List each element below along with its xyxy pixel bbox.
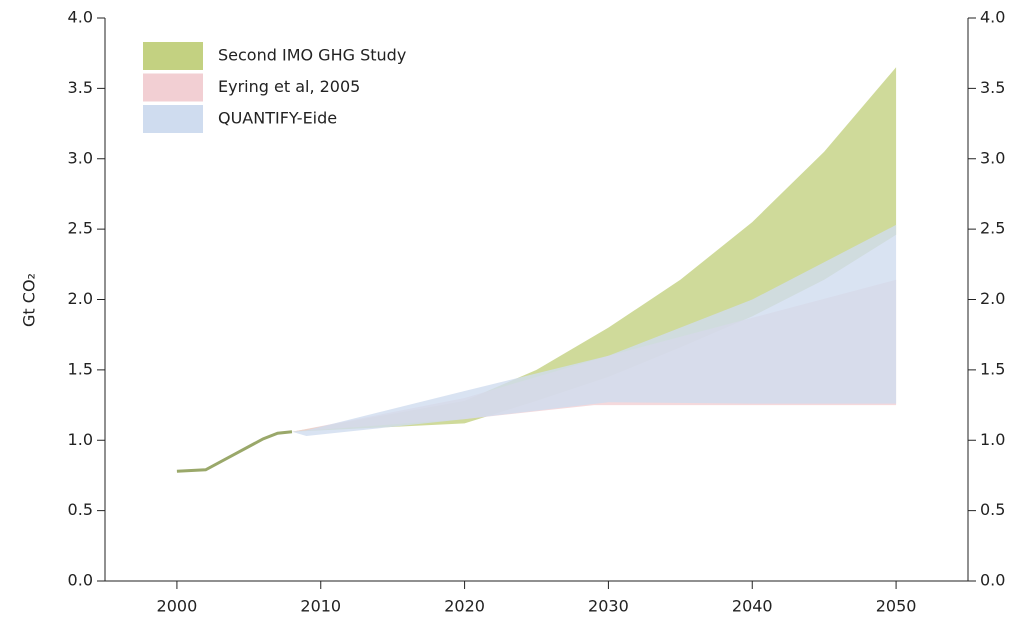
y-tick-label: 4.0 (68, 8, 93, 27)
y2-tick-label: 0.5 (980, 500, 1005, 519)
legend-swatch (143, 105, 203, 133)
y-tick-label: 1.5 (68, 359, 93, 378)
y-tick-label: 1.0 (68, 430, 93, 449)
y-tick-label: 3.5 (68, 78, 93, 97)
y2-tick-label: 1.0 (980, 430, 1005, 449)
x-tick-label: 2050 (876, 597, 917, 616)
legend-label: QUANTIFY-Eide (218, 109, 337, 128)
y2-tick-label: 3.5 (980, 78, 1005, 97)
history-line (176, 430, 293, 473)
x-tick-label: 2020 (444, 597, 485, 616)
range-band (291, 224, 897, 437)
y2-tick-label: 2.0 (980, 289, 1005, 308)
legend-swatch (143, 73, 203, 102)
legend-swatch (143, 42, 203, 70)
x-tick-label: 2010 (300, 597, 341, 616)
y2-tick-label: 4.0 (980, 8, 1005, 27)
x-tick-label: 2040 (732, 597, 773, 616)
range-band (291, 67, 897, 432)
y2-tick-label: 0.0 (980, 571, 1005, 590)
y-axis-label: Gt CO₂ (20, 273, 39, 327)
legend-label: Eyring et al, 2005 (218, 77, 360, 96)
y2-tick-label: 1.5 (980, 359, 1005, 378)
x-tick-label: 2000 (157, 597, 198, 616)
legend-label: Second IMO GHG Study (218, 46, 406, 65)
y-tick-label: 2.0 (68, 289, 93, 308)
y-tick-label: 0.5 (68, 500, 93, 519)
y-tick-label: 3.0 (68, 148, 93, 167)
y-tick-label: 0.0 (68, 571, 93, 590)
y2-tick-label: 3.0 (980, 148, 1005, 167)
y-tick-label: 2.5 (68, 219, 93, 238)
y2-tick-label: 2.5 (980, 219, 1005, 238)
x-tick-label: 2030 (588, 597, 629, 616)
